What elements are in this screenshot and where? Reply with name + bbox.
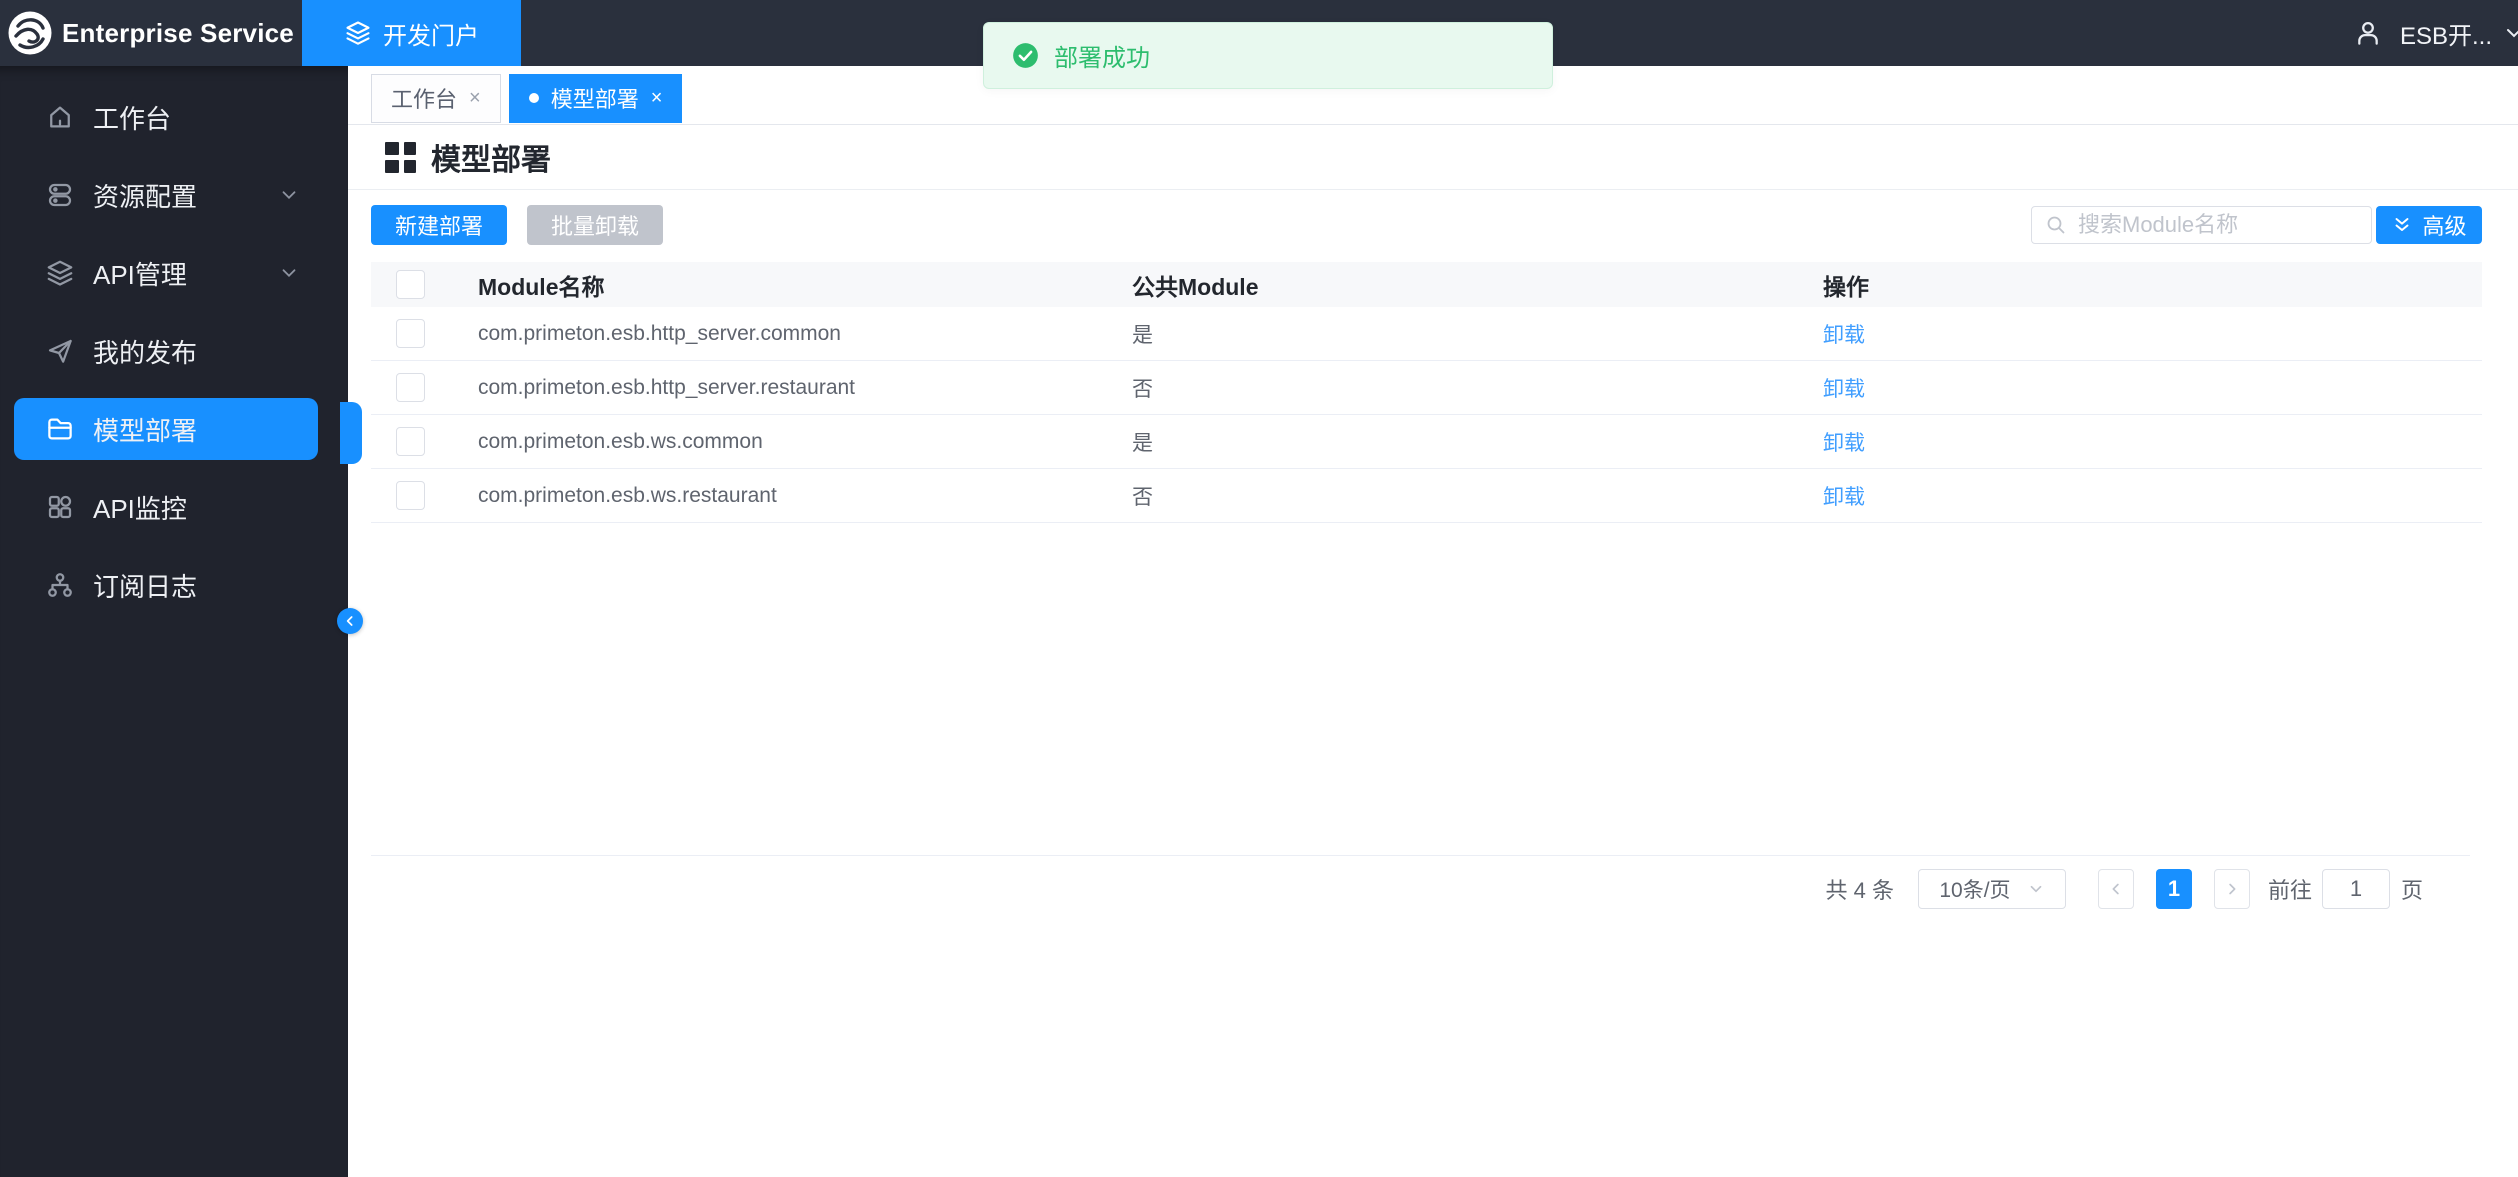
sidebar-item-label: 我的发布 [93,337,198,368]
unload-link[interactable]: 卸载 [1823,323,1865,347]
row-checkbox[interactable] [396,427,425,456]
sidebar-item-api-management[interactable]: API管理 [14,242,318,304]
success-toast: 部署成功 [983,22,1553,89]
layers-icon [344,19,372,47]
close-icon[interactable]: × [650,87,663,109]
public-module-cell: 是 [1132,431,1153,455]
pagination-total: 共 4 条 [1825,878,1894,903]
module-table: Module名称 公共Module 操作 com.primeton.esb.ht… [371,262,2482,523]
table-row: com.primeton.esb.http_server.restaurant … [371,361,2482,415]
sidebar-item-label: API监控 [93,493,187,524]
user-icon [2352,17,2384,49]
unload-link[interactable]: 卸载 [1823,485,1865,509]
row-checkbox[interactable] [396,319,425,348]
goto-label: 前往 [2267,878,2312,903]
table-row: com.primeton.esb.http_server.common 是 卸载 [371,307,2482,361]
success-check-icon [1012,42,1039,69]
titlebar: 模型部署 [348,125,2518,190]
active-submenu-indicator [340,402,362,464]
search-box [2031,206,2372,244]
module-name-cell: com.primeton.esb.http_server.restaurant [478,375,856,399]
sidebar-item-model-deploy[interactable]: 模型部署 [14,398,318,460]
user-menu[interactable]: ESB开... [2352,0,2518,66]
sidebar-item-label: 资源配置 [93,181,198,212]
sidebar-item-subscribe-log[interactable]: 订阅日志 [14,554,318,616]
close-icon[interactable]: × [469,87,481,109]
chevron-down-icon [2502,21,2518,45]
page-title: 模型部署 [431,144,551,177]
table-row: com.primeton.esb.ws.restaurant 否 卸载 [371,469,2482,523]
column-header-public-module: 公共Module [1132,273,1259,300]
sidebar-item-label: 模型部署 [93,415,198,446]
sidebar-collapse-button[interactable] [337,608,363,634]
row-checkbox[interactable] [396,481,425,510]
sitemap-icon [45,570,75,600]
goto-page-input[interactable] [2321,869,2390,909]
select-all-checkbox[interactable] [396,270,425,299]
folder-icon [45,414,75,444]
sidebar-item-resource-config[interactable]: 资源配置 [14,164,318,226]
search-icon [2044,213,2068,237]
home-icon [45,102,75,132]
advanced-search-button[interactable]: 高级 [2376,206,2482,244]
next-page-button[interactable] [2213,869,2250,909]
portal-tab-dev[interactable]: 开发门户 [302,0,521,66]
sidebar-item-label: 工作台 [93,103,172,134]
pagination: 共 4 条 10条/页 1 前往 页 [371,855,2470,909]
page-size-select[interactable]: 10条/页 [1917,869,2066,909]
page-unit-label: 页 [2400,878,2423,903]
paper-plane-icon [45,336,75,366]
search-input[interactable] [2078,212,2359,238]
double-chevron-down-icon [2391,214,2413,236]
tab-model-deploy[interactable]: 模型部署 × [508,73,683,123]
chevron-down-icon [2027,880,2045,898]
chevron-down-icon [278,262,300,284]
sidebar-item-api-monitor[interactable]: API监控 [14,476,318,538]
portal-tab-label: 开发门户 [383,22,479,50]
table-header: Module名称 公共Module 操作 [371,262,2482,307]
sidebar: 工作台 资源配置 [0,66,348,1177]
sidebar-item-workbench[interactable]: 工作台 [14,86,318,148]
module-name-cell: com.primeton.esb.ws.restaurant [478,483,777,507]
sidebar-item-label: API管理 [93,259,187,290]
title-grid-icon [385,141,416,173]
public-module-cell: 是 [1132,323,1153,347]
database-icon [45,180,75,210]
sidebar-item-my-publish[interactable]: 我的发布 [14,320,318,382]
table-row: com.primeton.esb.ws.common 是 卸载 [371,415,2482,469]
sidebar-item-label: 订阅日志 [93,571,198,602]
column-header-actions: 操作 [1823,273,1869,300]
toast-message: 部署成功 [1054,45,1150,72]
tab-workbench[interactable]: 工作台 × [371,73,501,123]
brand-logo-icon [8,11,52,55]
user-name: ESB开... [2399,22,2492,50]
main-content: 工作台 × 模型部署 × 模型部署 新建部署 批量卸载 [348,66,2518,1177]
column-header-module-name: Module名称 [478,273,605,300]
module-name-cell: com.primeton.esb.ws.common [478,429,763,453]
advanced-label: 高级 [2422,214,2467,239]
sidebar-menu: 工作台 资源配置 [0,66,348,616]
active-dot-icon [528,93,539,103]
toolbar-right: 高级 [2031,206,2482,244]
batch-unload-button[interactable]: 批量卸载 [527,205,664,245]
page-number-1[interactable]: 1 [2155,869,2192,909]
public-module-cell: 否 [1132,485,1153,509]
tab-label: 模型部署 [550,87,639,112]
new-deploy-button[interactable]: 新建部署 [371,205,508,245]
toolbar: 新建部署 批量卸载 [348,205,2518,245]
row-checkbox[interactable] [396,373,425,402]
module-name-cell: com.primeton.esb.http_server.common [478,321,841,345]
prev-page-button[interactable] [2097,869,2134,909]
public-module-cell: 否 [1132,377,1153,401]
unload-link[interactable]: 卸载 [1823,377,1865,401]
layers-icon [45,258,75,288]
grid-icon [45,492,75,522]
unload-link[interactable]: 卸载 [1823,431,1865,455]
tab-label: 工作台 [391,87,458,112]
page-size-value: 10条/页 [1939,879,2011,902]
chevron-down-icon [278,184,300,206]
page-tabstrip: 工作台 × 模型部署 × [348,66,2518,125]
